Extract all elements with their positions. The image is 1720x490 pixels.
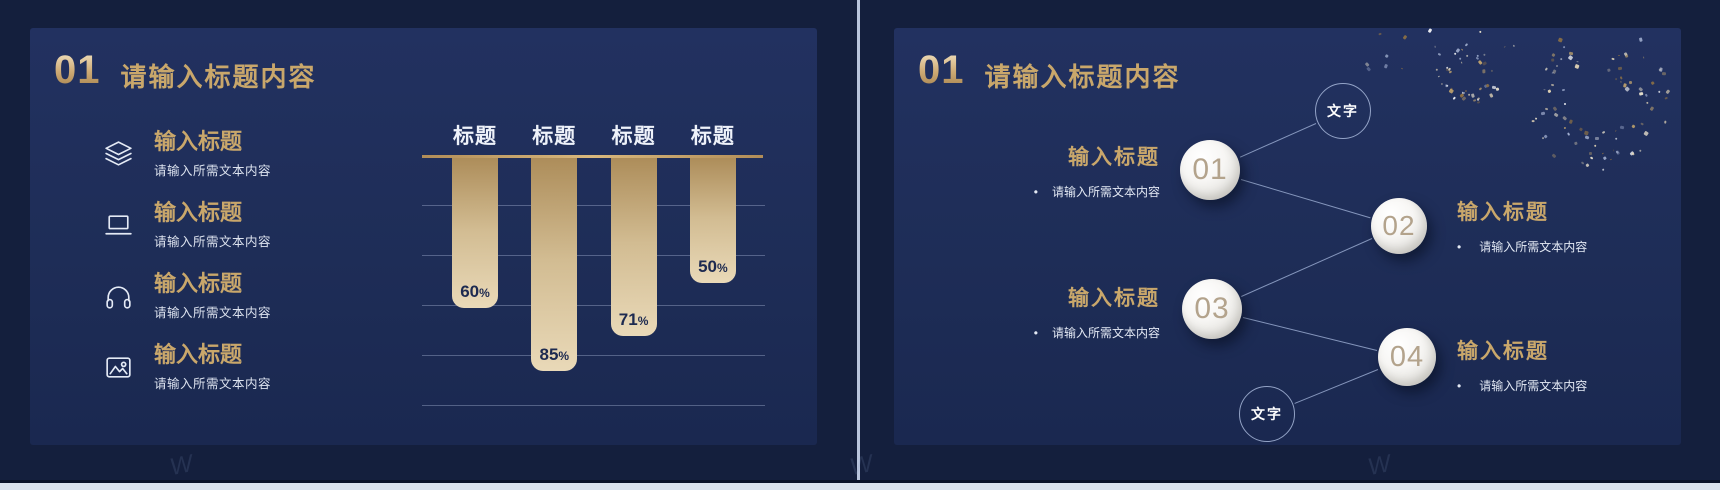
- bullet-text: 请输入所需文本内容: [1479, 240, 1588, 254]
- section-number: 01: [54, 48, 101, 92]
- chart-category-label: 标题: [611, 125, 656, 148]
- list-item-title: 输入标题: [154, 342, 243, 368]
- chart-category-label: 标题: [690, 125, 735, 148]
- confetti-decoration: [894, 28, 1681, 445]
- list-item-desc: 请输入所需文本内容: [154, 234, 272, 249]
- watermark-glyph: W: [167, 449, 196, 482]
- list-item-desc: 请输入所需文本内容: [154, 163, 272, 178]
- diagram-item-title: 输入标题: [1457, 201, 1549, 224]
- chart-value-label: 60%: [452, 282, 498, 302]
- bullet-text: 请输入所需文本内容: [1051, 326, 1160, 340]
- watermark-glyph: W: [847, 449, 876, 482]
- bullet-dot: •: [1033, 326, 1038, 340]
- chart-category-label: 标题: [453, 125, 497, 148]
- chart-value-number: 60: [460, 282, 480, 301]
- step-number: 02: [1382, 210, 1416, 241]
- chart-gridline: [422, 205, 765, 206]
- chart-category-label: 标题: [532, 125, 577, 148]
- chart-value-label: 85%: [531, 345, 577, 365]
- chart-value-unit: %: [717, 261, 728, 275]
- diagram-item-title: 输入标题: [1068, 146, 1160, 169]
- chart-value-label: 71%: [611, 310, 657, 330]
- chart-value-number: 85: [539, 344, 559, 364]
- step-circle-01: 01: [1180, 140, 1240, 200]
- bullet-text: 请输入所需文本内容: [1051, 185, 1160, 199]
- section-number: 01: [918, 48, 965, 92]
- list-item-text: 输入标题请输入所需文本内容: [154, 343, 271, 391]
- step-number: 04: [1389, 340, 1425, 373]
- diagram-item-desc: • 请输入所需文本内容: [928, 326, 1160, 340]
- connector-line: [1294, 368, 1379, 404]
- confetti-speck: [1618, 54, 1620, 56]
- chart-bar: 50%: [689, 158, 736, 283]
- chart-value-unit: %: [637, 313, 649, 328]
- chart-value-unit: %: [479, 286, 490, 300]
- step-number: 03: [1194, 292, 1230, 325]
- diagram-item-desc: • 请输入所需文本内容: [928, 185, 1160, 199]
- list-item: 输入标题请输入所需文本内容: [102, 343, 402, 391]
- list-item-desc: 请输入所需文本内容: [154, 305, 272, 320]
- diagram-item: 输入标题 • 请输入所需文本内容: [1457, 201, 1681, 255]
- step-circle-03: 03: [1182, 279, 1242, 339]
- list-item-text: 输入标题请输入所需文本内容: [154, 201, 271, 249]
- diagram-item-title: 输入标题: [1068, 287, 1160, 310]
- bullet-dot: •: [1457, 379, 1462, 393]
- list-item-text: 输入标题请输入所需文本内容: [154, 130, 271, 178]
- hanging-bar-chart: 标题 60% 标题 85% 标题 71% 标题 50%: [30, 28, 817, 445]
- slide-left-preview[interactable]: 01 请输入标题内容 输入标题 请输入所需文本内容 输入标题 请输入所需文本内容 输入标…: [30, 28, 817, 445]
- diagram-item: 输入标题 • 请输入所需文本内容: [928, 146, 1160, 200]
- page-divider: [857, 0, 860, 483]
- diagram-item: 输入标题 • 请输入所需文本内容: [1457, 340, 1681, 394]
- chart-gridline: [422, 255, 765, 256]
- step-circle-04: 04: [1378, 328, 1436, 386]
- slide-right-preview[interactable]: 01 请输入标题内容 文字 01 02 03 04 文字 输入标题 • 请输入所需文本内容 输入标…: [894, 28, 1681, 445]
- chart-bar: 85%: [531, 158, 578, 371]
- step-circle-02: 02: [1371, 198, 1427, 254]
- list-item: 输入标题请输入所需文本内容: [102, 130, 402, 178]
- slide-header: 01 请输入标题内容: [918, 50, 1181, 94]
- text-circle: 文字: [1315, 83, 1371, 139]
- diagram-item-desc: • 请输入所需文本内容: [1457, 240, 1681, 254]
- bullet-dot: •: [1033, 185, 1038, 199]
- watermark-glyph: W: [1365, 449, 1394, 482]
- section-title: 请输入标题内容: [984, 62, 1181, 92]
- connector-line: [1241, 238, 1372, 297]
- list-item: 输入标题请输入所需文本内容: [102, 272, 402, 320]
- chart-value-number: 71: [618, 309, 638, 329]
- step-diagram: 文字 01 02 03 04 文字 输入标题 • 请输入所需文本内容 输入标题 • 请输入所需文本内容…: [894, 28, 1681, 445]
- chart-value-number: 50: [698, 257, 718, 276]
- feature-list: 输入标题 请输入所需文本内容 输入标题 请输入所需文本内容 输入标题 请输入所需文本内容输…: [102, 130, 402, 416]
- bottom-bar: [0, 483, 1720, 490]
- list-item-text: 输入标题请输入所需文本内容: [154, 272, 271, 320]
- chart-axis-line: [422, 155, 763, 158]
- chart-gridline: [422, 305, 765, 306]
- connector-line: [1239, 123, 1316, 158]
- chart-bar: 60%: [452, 158, 498, 308]
- list-item-desc: 请输入所需文本内容: [154, 376, 272, 391]
- list-item: 输入标题请输入所需文本内容: [102, 201, 402, 249]
- chart-bar: 71%: [610, 158, 657, 336]
- list-item-title: 输入标题: [154, 129, 243, 155]
- step-number: 01: [1192, 153, 1228, 186]
- slide-header: 01 请输入标题内容: [54, 50, 317, 94]
- chart-value-label: 50%: [690, 257, 736, 277]
- section-title: 请输入标题内容: [120, 62, 317, 92]
- chart-value-unit: %: [558, 348, 570, 363]
- bullet-dot: •: [1457, 240, 1462, 254]
- diagram-item-desc: • 请输入所需文本内容: [1457, 379, 1681, 393]
- connector-line: [1240, 179, 1371, 219]
- chart-gridline: [422, 405, 765, 406]
- chart-gridline: [422, 355, 765, 356]
- bottom-divider-line: [0, 480, 1720, 483]
- list-item-title: 输入标题: [154, 271, 243, 297]
- text-circle: 文字: [1239, 386, 1295, 442]
- diagram-item-title: 输入标题: [1457, 340, 1549, 363]
- list-item-title: 输入标题: [154, 200, 243, 226]
- confetti-speck: [1564, 103, 1566, 105]
- connector-line: [1242, 316, 1377, 351]
- bullet-text: 请输入所需文本内容: [1479, 379, 1588, 393]
- diagram-item: 输入标题 • 请输入所需文本内容: [928, 287, 1160, 341]
